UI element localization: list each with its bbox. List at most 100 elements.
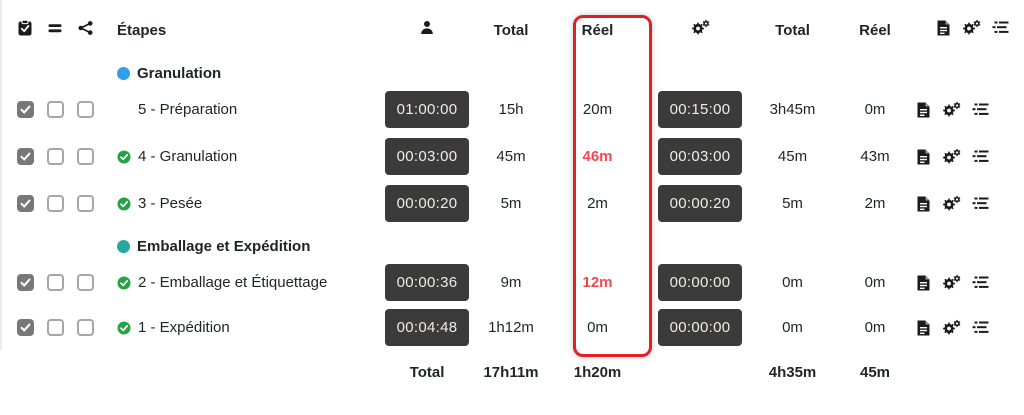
step-label: 4 - Granulation [138, 148, 238, 165]
table-row: 2 - Emballage et Étiquettage 00:00:36 9m… [10, 259, 1024, 306]
file-button[interactable] [917, 102, 930, 118]
operator-duration-button[interactable]: 00:03:00 [385, 138, 469, 175]
equals-icon [48, 21, 62, 40]
clipboard-check-icon [18, 19, 32, 41]
machine-duration-button[interactable]: 00:15:00 [658, 91, 742, 128]
operator-duration-button[interactable]: 01:00:00 [385, 91, 469, 128]
operator-reel-value: 2m [587, 195, 608, 212]
list-button[interactable] [972, 103, 989, 116]
total2-column-header: Total [775, 21, 810, 39]
totals-label: Total [409, 363, 445, 381]
machine-reel-value: 43m [860, 148, 890, 165]
operator-reel-value: 12m [582, 274, 613, 291]
step-label: 3 - Pesée [138, 195, 203, 212]
table-row: 4 - Granulation 00:03:00 45m 46m 00:03:0… [10, 133, 1024, 180]
machine-reel-value: 2m [864, 195, 886, 212]
operator-total-value: 1h12m [488, 319, 534, 336]
table-row: 3 - Pesée 00:00:20 5m 2m 00:00:20 5m 2m [10, 180, 1024, 227]
validate-checkbox[interactable] [16, 101, 34, 118]
machine-column-header [650, 19, 750, 41]
machine-total-value: 5m [782, 195, 803, 212]
operator-reel-value: 20m [582, 101, 613, 118]
machine-total-value: 0m [782, 319, 803, 336]
etapes-column-header: Étapes [100, 22, 377, 39]
machine-duration-button[interactable]: 00:00:00 [658, 264, 742, 301]
option3-checkbox[interactable] [76, 274, 94, 291]
list-icon [992, 21, 1009, 39]
step-done-icon [117, 276, 131, 290]
machine-total-value: 3h45m [769, 101, 816, 118]
validate-checkbox[interactable] [16, 195, 34, 212]
operator-duration-button[interactable]: 00:00:20 [385, 185, 469, 222]
file-icon [937, 20, 950, 41]
machine-reel-value: 0m [864, 274, 886, 291]
machine-reel-value: 0m [864, 319, 886, 336]
option2-checkbox[interactable] [46, 274, 64, 291]
list-button[interactable] [972, 276, 989, 289]
file-button[interactable] [917, 196, 930, 212]
table-left-border [0, 0, 2, 350]
operator-column-header [377, 20, 477, 40]
totals-row: Total 17h11m 1h20m 4h35m 45m [10, 349, 1024, 395]
machine-reel-sum: 45m [859, 363, 891, 381]
validate-checkbox[interactable] [16, 274, 34, 291]
machine-total-sum: 4h35m [768, 363, 817, 381]
settings-button[interactable] [941, 274, 961, 291]
list-button[interactable] [972, 150, 989, 163]
machine-duration-button[interactable]: 00:00:20 [658, 185, 742, 222]
machine-reel-value: 0m [864, 101, 886, 118]
option2-checkbox[interactable] [46, 101, 64, 118]
settings-button[interactable] [941, 319, 961, 336]
step-label: 2 - Emballage et Étiquettage [138, 274, 328, 291]
option2-checkbox[interactable] [46, 195, 64, 212]
operator-duration-button[interactable]: 00:04:48 [385, 309, 469, 346]
operator-total-value: 45m [496, 148, 526, 165]
step-done-icon [117, 197, 131, 211]
group-row-granulation: Granulation [10, 54, 1024, 86]
list-button[interactable] [972, 321, 989, 334]
group-name: Granulation [137, 64, 222, 82]
etapes-header-label: Étapes [117, 21, 167, 39]
cogs-icon [961, 19, 981, 41]
share-column-header [70, 20, 100, 40]
operator-duration-button[interactable]: 00:00:36 [385, 264, 469, 301]
operator-total-value: 9m [500, 274, 522, 291]
group-color-dot [117, 239, 130, 253]
option3-checkbox[interactable] [76, 195, 94, 212]
step-label: 1 - Expédition [138, 319, 230, 336]
option2-checkbox[interactable] [46, 148, 64, 165]
settings-button[interactable] [941, 195, 961, 212]
option3-checkbox[interactable] [76, 319, 94, 336]
file-button[interactable] [917, 149, 930, 165]
settings-button[interactable] [941, 148, 961, 165]
table-header-row: Étapes Total Réel [10, 0, 1024, 54]
operator-total-sum: 17h11m [483, 363, 539, 381]
list-button[interactable] [972, 197, 989, 210]
person-icon [420, 20, 434, 40]
machine-duration-button[interactable]: 00:03:00 [658, 138, 742, 175]
machine-total-value: 0m [782, 274, 803, 291]
reel1-column-header: Réel [581, 21, 614, 39]
step-done-icon [117, 150, 131, 164]
operator-reel-value: 46m [582, 148, 613, 165]
file-button[interactable] [917, 320, 930, 336]
operator-total-value: 5m [500, 195, 522, 212]
option3-checkbox[interactable] [76, 148, 94, 165]
settings-button[interactable] [941, 101, 961, 118]
file-button[interactable] [917, 275, 930, 291]
validate-checkbox[interactable] [16, 319, 34, 336]
operator-total-value: 15h [498, 101, 524, 118]
option2-checkbox[interactable] [46, 319, 64, 336]
operator-reel-value: 0m [587, 319, 608, 336]
option3-checkbox[interactable] [76, 101, 94, 118]
share-nodes-icon [78, 20, 93, 40]
machine-duration-button[interactable]: 00:00:00 [658, 309, 742, 346]
validate-checkbox[interactable] [16, 148, 34, 165]
reel2-column-header: Réel [859, 21, 891, 39]
table-row: 1 - Expédition 00:04:48 1h12m 0m 00:00:0… [10, 306, 1024, 349]
group-name: Emballage et Expédition [137, 237, 311, 255]
step-label: 5 - Préparation [138, 101, 238, 118]
table-row: 5 - Préparation 01:00:00 15h 20m 00:15:0… [10, 86, 1024, 133]
total1-column-header: Total [493, 21, 529, 39]
steps-table: Étapes Total Réel [10, 0, 1024, 395]
